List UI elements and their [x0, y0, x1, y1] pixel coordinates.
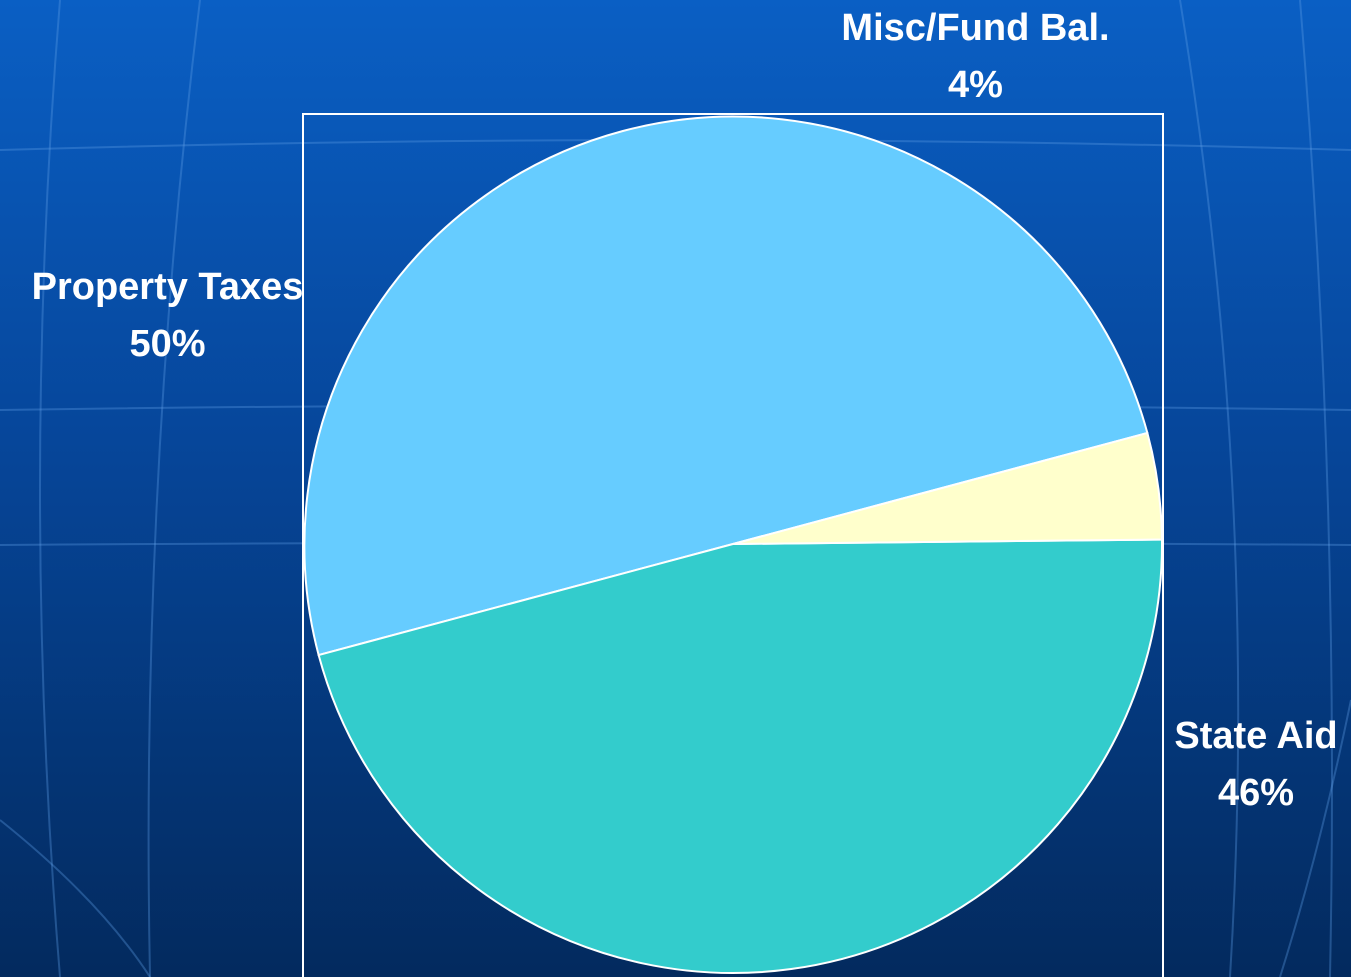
label-state-aid-value: 46% — [1217, 772, 1295, 814]
plot-area-border — [302, 113, 1164, 977]
label-property-taxes-value: 50% — [129, 323, 206, 365]
label-property-taxes-name: Property Taxes — [31, 266, 304, 308]
label-misc-fund-bal-name: Misc/Fund Bal. — [841, 7, 1110, 49]
label-state-aid-name: State Aid — [1174, 715, 1338, 757]
slice-misc-fund-bal — [732, 431, 1163, 545]
label-misc-fund-bal-value: 4% — [948, 64, 1003, 106]
slice-property-taxes — [303, 115, 1149, 657]
label-state-aid: State Aid 46% — [1162, 708, 1350, 822]
pie-slices — [303, 115, 1163, 974]
label-property-taxes: Property Taxes 50% — [10, 259, 325, 373]
label-misc-fund-bal: Misc/Fund Bal. 4% — [818, 0, 1133, 114]
slice-state-aid — [317, 538, 1163, 974]
